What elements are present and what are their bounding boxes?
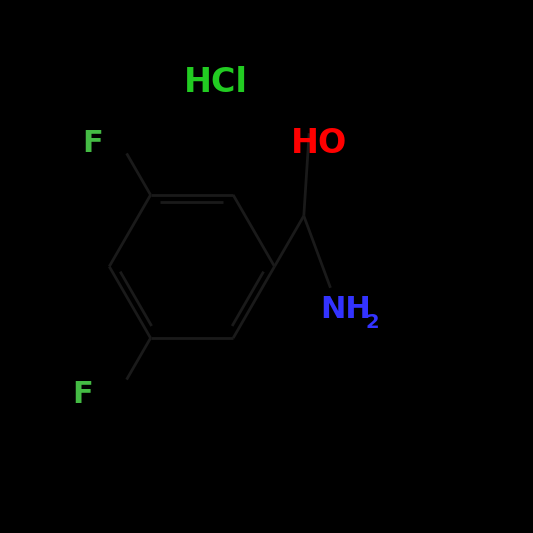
Text: HO: HO [290, 127, 347, 160]
Text: HCl: HCl [184, 66, 248, 99]
Text: NH: NH [320, 295, 370, 324]
Text: F: F [72, 380, 93, 409]
Text: F: F [83, 130, 103, 158]
Text: 2: 2 [365, 313, 379, 332]
